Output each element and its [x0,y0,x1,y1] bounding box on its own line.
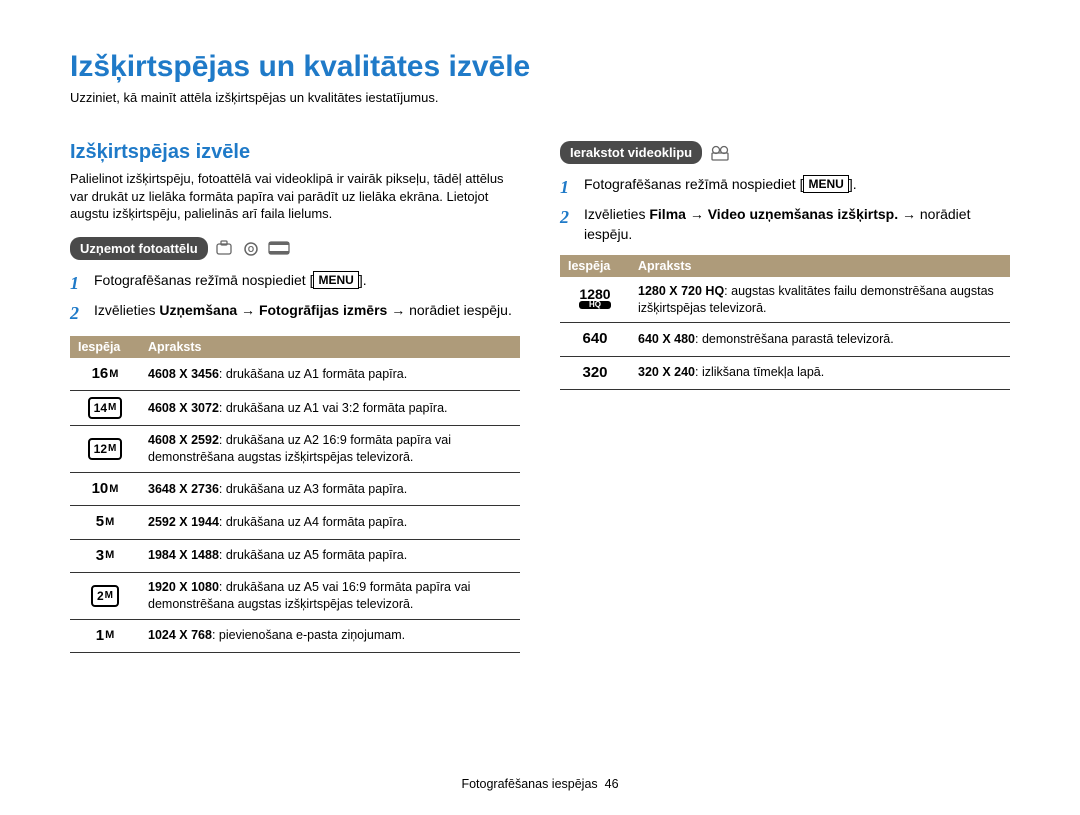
resolution-icon: 320 [582,363,607,383]
resolution-icon: 2M [91,585,119,607]
page-title: Izšķirtspējas un kvalitātes izvēle [70,50,1010,84]
resolution-icon: 3M [96,546,115,566]
video-pill: Ierakstot videoklipu [560,141,702,164]
option-description: 1280 X 720 HQ: augstas kvalitātes failu … [630,277,1010,323]
program-mode-icon: O [242,240,260,256]
step-body: Fotografēšanas režīmā nospiediet [MENU]. [584,174,857,200]
footer-page-number: 46 [605,777,619,791]
section-intro: Palielinot izšķirtspēju, fotoattēlā vai … [70,170,520,223]
option-icon-cell: 1280HQ [560,277,630,323]
col-option: Iespēja [70,336,140,358]
left-column: Izšķirtspējas izvēle Palielinot izšķirts… [70,141,520,653]
resolution-icon: 1M [96,626,115,646]
menu-button-label: MENU [803,175,848,193]
scene-mode-icon [268,240,290,256]
table-row: 14M 4608 X 3072: drukāšana uz A1 vai 3:2 … [70,391,520,426]
option-description: 2592 X 1944: drukāšana uz A4 formāta pap… [140,506,520,539]
col-option: Iespēja [560,255,630,277]
svg-text:O: O [248,245,254,254]
resolution-icon: 640 [582,329,607,349]
option-icon-cell: 16M [70,358,140,391]
option-icon-cell: 2M [70,572,140,619]
resolution-icon: 5M [96,512,115,532]
table-row: 12M 4608 X 2592: drukāšana uz A2 16:9 for… [70,426,520,473]
table-row: 640 640 X 480: demonstrēšana parastā tele… [560,323,1010,356]
option-description: 320 X 240: izlikšana tīmekļa lapā. [630,356,1010,389]
photo-pill: Uzņemot fotoattēlu [70,237,208,260]
video-steps: 1 Fotografēšanas režīmā nospiediet [MENU… [560,174,1010,245]
step-number: 1 [560,174,574,200]
step-body: Izvēlieties Uzņemšana → Fotogrāfijas izm… [94,300,512,326]
option-icon-cell: 1M [70,619,140,652]
table-row: 5M 2592 X 1944: drukāšana uz A4 formāta p… [70,506,520,539]
table-row: 16M 4608 X 3456: drukāšana uz A1 formāta … [70,358,520,391]
table-row: 2M 1920 X 1080: drukāšana uz A5 vai 16:9 … [70,572,520,619]
table-row: 3M 1984 X 1488: drukāšana uz A5 formāta p… [70,539,520,572]
option-icon-cell: 5M [70,506,140,539]
video-resolution-table: Iespēja Apraksts 1280HQ 1280 X 720 HQ: au… [560,255,1010,390]
step-number: 2 [70,300,84,326]
right-column: Ierakstot videoklipu 1 Fotografēšanas re… [560,141,1010,653]
table-row: 1280HQ 1280 X 720 HQ: augstas kvalitātes … [560,277,1010,323]
option-icon-cell: 12M [70,426,140,473]
step-number: 2 [560,204,574,245]
photo-resolution-table: Iespēja Apraksts 16M 4608 X 3456: drukāša… [70,336,520,653]
step-body: Izvēlieties Filma → Video uzņemšanas izš… [584,204,1010,245]
photo-steps: 1 Fotografēšanas režīmā nospiediet [MENU… [70,270,520,326]
option-description: 1024 X 768: pievienošana e-pasta ziņojum… [140,619,520,652]
page-subtitle: Uzziniet, kā mainīt attēla izšķirtspējas… [70,90,1010,105]
resolution-icon: 10M [92,479,119,499]
option-icon-cell: 640 [560,323,630,356]
resolution-icon: 16M [92,364,119,384]
option-description: 3648 X 2736: drukāšana uz A3 formāta pap… [140,473,520,506]
option-description: 640 X 480: demonstrēšana parastā televiz… [630,323,1010,356]
step-2: 2 Izvēlieties Filma → Video uzņemšanas i… [560,204,1010,245]
section-title: Izšķirtspējas izvēle [70,141,520,164]
option-icon-cell: 3M [70,539,140,572]
option-icon-cell: 320 [560,356,630,389]
footer-section: Fotografēšanas iespējas [461,777,597,791]
page-footer: Fotografēšanas iespējas 46 [0,777,1080,791]
step-1: 1 Fotografēšanas režīmā nospiediet [MENU… [70,270,520,296]
option-description: 1984 X 1488: drukāšana uz A5 formāta pap… [140,539,520,572]
smart-mode-icon [216,240,234,256]
step-1: 1 Fotografēšanas režīmā nospiediet [MENU… [560,174,1010,200]
option-icon-cell: 14M [70,391,140,426]
option-icon-cell: 10M [70,473,140,506]
video-resolution-icon: 1280HQ [579,287,610,309]
col-description: Apraksts [630,255,1010,277]
option-description: 1920 X 1080: drukāšana uz A5 vai 16:9 fo… [140,572,520,619]
menu-button-label: MENU [313,271,358,289]
step-2: 2 Izvēlieties Uzņemšana → Fotogrāfijas i… [70,300,520,326]
resolution-icon: 12M [88,438,123,460]
step-body: Fotografēšanas režīmā nospiediet [MENU]. [94,270,367,296]
resolution-icon: 14M [88,397,123,419]
video-mode-icon [710,145,732,161]
option-description: 4608 X 2592: drukāšana uz A2 16:9 formāt… [140,426,520,473]
option-description: 4608 X 3072: drukāšana uz A1 vai 3:2 for… [140,391,520,426]
option-description: 4608 X 3456: drukāšana uz A1 formāta pap… [140,358,520,391]
table-row: 320 320 X 240: izlikšana tīmekļa lapā. [560,356,1010,389]
col-description: Apraksts [140,336,520,358]
table-row: 10M 3648 X 2736: drukāšana uz A3 formāta … [70,473,520,506]
step-number: 1 [70,270,84,296]
table-row: 1M 1024 X 768: pievienošana e-pasta ziņoj… [70,619,520,652]
